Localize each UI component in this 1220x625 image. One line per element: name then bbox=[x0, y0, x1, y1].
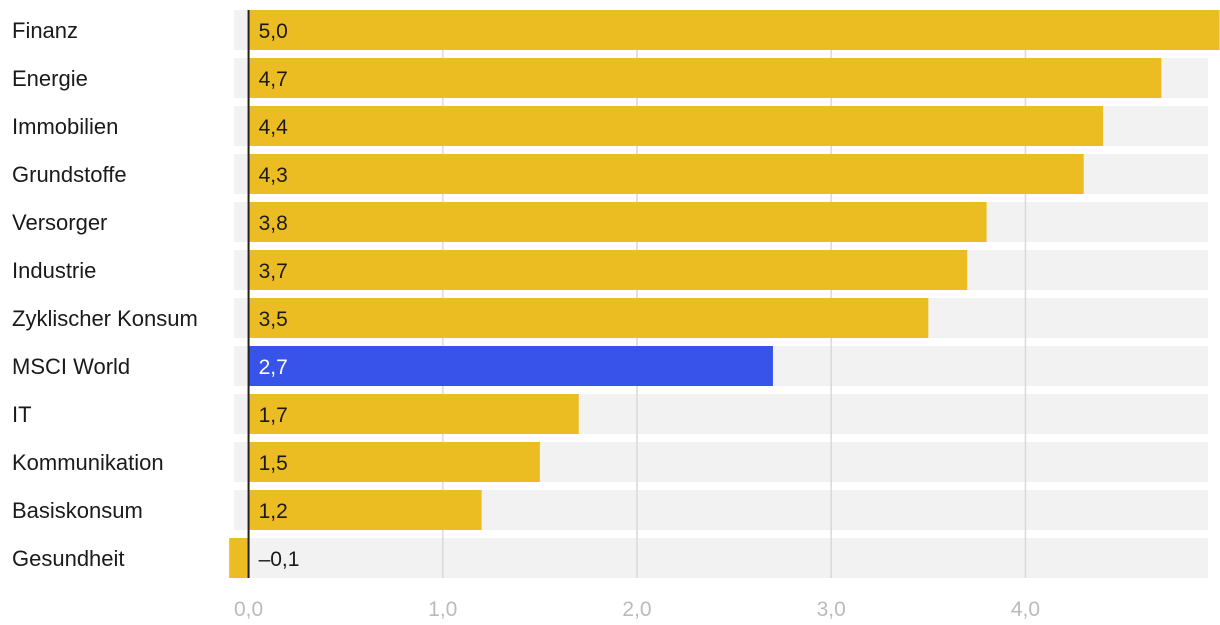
category-label-versorger: Versorger bbox=[12, 210, 107, 235]
x-tick-label-4: 4,0 bbox=[1011, 598, 1040, 620]
value-label-zyklischer-konsum: 3,5 bbox=[259, 308, 288, 331]
bar-energie bbox=[248, 58, 1162, 98]
value-label-kommunikation: 1,5 bbox=[259, 452, 288, 475]
bar-it bbox=[248, 394, 579, 434]
x-tick-label-3: 3,0 bbox=[817, 598, 846, 620]
bar-zyklischer-konsum bbox=[248, 298, 929, 338]
bar-immobilien bbox=[248, 106, 1104, 146]
bars bbox=[229, 10, 1220, 578]
category-labels: Finanz Energie Immobilien Grundstoffe Versor… bbox=[12, 18, 198, 571]
value-label-grundstoffe: 4,3 bbox=[259, 164, 288, 187]
category-label-kommunikation: Kommunikation bbox=[12, 450, 164, 475]
category-label-gesundheit: Gesundheit bbox=[12, 546, 125, 571]
category-label-industrie: Industrie bbox=[12, 258, 96, 283]
gridlines bbox=[442, 10, 1027, 578]
bar-grundstoffe bbox=[248, 154, 1084, 194]
value-label-it: 1,7 bbox=[259, 404, 288, 427]
value-label-immobilien: 4,4 bbox=[259, 116, 289, 139]
value-label-gesundheit: –0,1 bbox=[259, 548, 300, 571]
value-label-finanz: 5,0 bbox=[259, 20, 288, 43]
category-label-msci-world: MSCI World bbox=[12, 354, 130, 379]
bar-industrie bbox=[248, 250, 968, 290]
x-axis-tick-labels: 0,0 1,0 2,0 3,0 4,0 bbox=[234, 598, 1040, 621]
track-gesundheit bbox=[234, 538, 1208, 578]
bar-versorger bbox=[248, 202, 987, 242]
bar-msci-world bbox=[248, 346, 773, 386]
value-label-msci-world: 2,7 bbox=[259, 356, 288, 379]
category-label-zyklischer-konsum: Zyklischer Konsum bbox=[12, 306, 198, 331]
value-label-energie: 4,7 bbox=[259, 68, 288, 91]
bar-finanz bbox=[248, 10, 1220, 50]
bar-gesundheit bbox=[229, 538, 249, 578]
value-labels: 5,0 4,7 4,4 4,3 3,8 3,7 3,5 2,7 1,7 1,5 1,2 –0,1 bbox=[259, 20, 300, 571]
x-tick-label-2: 2,0 bbox=[622, 598, 651, 620]
category-label-energie: Energie bbox=[12, 66, 88, 91]
value-label-versorger: 3,8 bbox=[259, 212, 288, 235]
value-label-basiskonsum: 1,2 bbox=[259, 500, 288, 523]
category-label-grundstoffe: Grundstoffe bbox=[12, 162, 127, 187]
category-label-immobilien: Immobilien bbox=[12, 114, 118, 139]
x-tick-label-0: 0,0 bbox=[234, 598, 263, 620]
category-label-basiskonsum: Basiskonsum bbox=[12, 498, 143, 523]
bar-kommunikation bbox=[248, 442, 540, 482]
value-label-industrie: 3,7 bbox=[259, 260, 288, 283]
bar-basiskonsum bbox=[248, 490, 482, 530]
x-tick-label-1: 1,0 bbox=[428, 598, 457, 620]
category-label-it: IT bbox=[12, 402, 32, 427]
category-label-finanz: Finanz bbox=[12, 18, 78, 43]
